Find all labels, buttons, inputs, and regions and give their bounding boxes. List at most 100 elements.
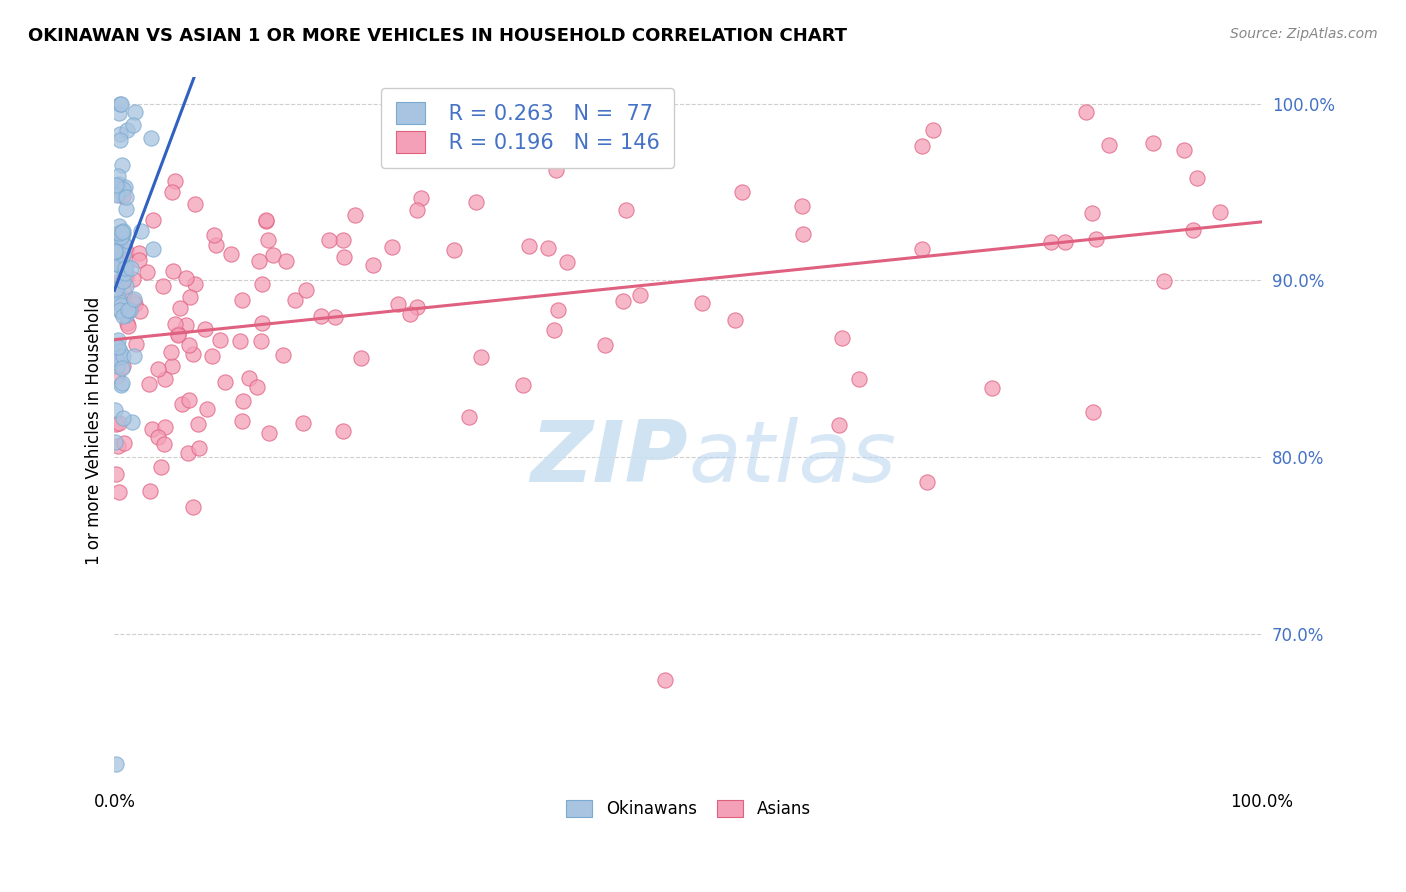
- Point: [111, 182, 134, 196]
- Point: [254, 214, 277, 228]
- Point: [160, 185, 183, 199]
- Point: [111, 189, 134, 203]
- Point: [250, 277, 273, 292]
- Point: [831, 331, 853, 345]
- Point: [107, 340, 129, 354]
- Point: [177, 338, 200, 352]
- Point: [1054, 235, 1077, 249]
- Point: [790, 198, 813, 212]
- Point: [146, 430, 169, 444]
- Point: [114, 264, 136, 278]
- Point: [112, 349, 135, 363]
- Point: [593, 337, 616, 351]
- Point: [142, 242, 165, 256]
- Point: [105, 369, 128, 384]
- Point: [214, 375, 236, 389]
- Point: [1142, 136, 1164, 150]
- Point: [332, 234, 354, 248]
- Point: [174, 270, 197, 285]
- Point: [911, 138, 934, 153]
- Point: [1084, 232, 1107, 246]
- Point: [177, 392, 200, 407]
- Point: [117, 303, 139, 318]
- Point: [250, 316, 273, 330]
- Point: [124, 337, 146, 351]
- Point: [160, 345, 183, 359]
- Point: [115, 123, 138, 137]
- Point: [115, 270, 138, 285]
- Point: [406, 203, 429, 218]
- Point: [111, 376, 134, 391]
- Point: [250, 334, 273, 348]
- Point: [155, 372, 177, 386]
- Point: [111, 274, 134, 288]
- Point: [1173, 143, 1195, 157]
- Point: [112, 224, 135, 238]
- Point: [104, 282, 127, 296]
- Point: [104, 467, 127, 481]
- Point: [194, 322, 217, 336]
- Point: [146, 362, 169, 376]
- Point: [325, 310, 347, 324]
- Point: [363, 258, 385, 272]
- Point: [256, 233, 278, 247]
- Point: [110, 298, 132, 312]
- Point: [108, 178, 131, 192]
- Point: [115, 308, 138, 322]
- Point: [115, 244, 138, 258]
- Text: atlas: atlas: [688, 417, 896, 500]
- Point: [1098, 138, 1121, 153]
- Point: [187, 417, 209, 431]
- Point: [153, 436, 176, 450]
- Point: [162, 359, 184, 373]
- Point: [111, 225, 134, 239]
- Point: [112, 285, 135, 299]
- Point: [612, 293, 634, 308]
- Point: [536, 241, 558, 255]
- Point: [1083, 405, 1105, 419]
- Point: [512, 378, 534, 392]
- Point: [105, 340, 128, 354]
- Point: [231, 293, 253, 307]
- Point: [112, 237, 135, 252]
- Point: [174, 318, 197, 332]
- Point: [1182, 222, 1205, 236]
- Point: [128, 304, 150, 318]
- Point: [121, 415, 143, 429]
- Point: [111, 361, 134, 376]
- Point: [1209, 204, 1232, 219]
- Point: [344, 208, 367, 222]
- Point: [828, 418, 851, 433]
- Point: [112, 299, 135, 313]
- Point: [271, 348, 294, 362]
- Point: [104, 351, 127, 365]
- Point: [254, 213, 277, 227]
- Point: [690, 295, 713, 310]
- Point: [179, 290, 201, 304]
- Point: [104, 339, 127, 353]
- Point: [108, 258, 131, 272]
- Point: [115, 259, 138, 273]
- Point: [110, 258, 132, 272]
- Point: [128, 253, 150, 268]
- Point: [104, 757, 127, 772]
- Point: [547, 303, 569, 318]
- Legend: Okinawans, Asians: Okinawans, Asians: [560, 793, 817, 825]
- Point: [167, 328, 190, 343]
- Point: [350, 351, 373, 365]
- Point: [318, 234, 340, 248]
- Point: [108, 219, 131, 234]
- Point: [108, 226, 131, 240]
- Point: [229, 334, 252, 349]
- Point: [124, 297, 146, 311]
- Point: [201, 349, 224, 363]
- Point: [110, 304, 132, 318]
- Point: [117, 319, 139, 334]
- Point: [114, 266, 136, 280]
- Point: [181, 347, 204, 361]
- Point: [209, 333, 232, 347]
- Point: [107, 270, 129, 285]
- Point: [122, 293, 145, 308]
- Point: [543, 323, 565, 337]
- Point: [111, 410, 134, 425]
